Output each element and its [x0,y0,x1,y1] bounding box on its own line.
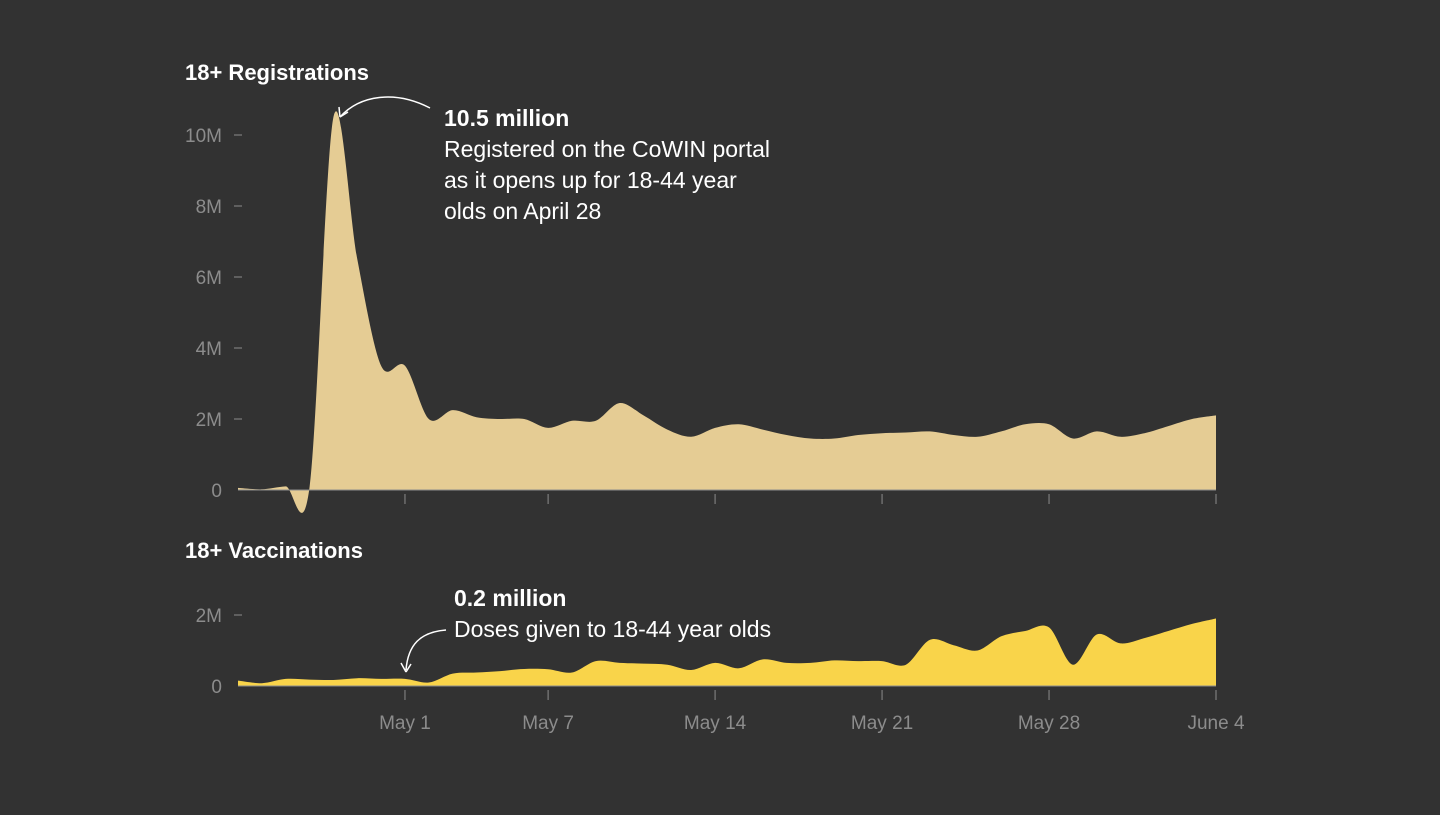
x-tick-label: May 1 [379,713,431,734]
vaccinations-arrowhead [400,662,412,673]
registrations-annotation-line-1: Registered on the CoWIN portal [444,136,770,162]
vaccinations-annotation-arrow [405,629,447,671]
y-tick-label: 0 [211,677,222,698]
registrations-x-ticks [404,494,1217,504]
vaccinations-panel: 18+ Vaccinations 0 2M 0.2 million Doses g… [185,538,1217,700]
y-tick-label: 4M [196,339,222,360]
vaccinations-x-ticks [404,690,1217,700]
registrations-title: 18+ Registrations [185,60,369,85]
vaccinations-title: 18+ Vaccinations [185,538,363,563]
x-tick-label: May 28 [1018,713,1080,734]
y-tick-label: 2M [196,410,222,431]
x-tick-label: May 7 [522,713,574,734]
y-tick-label: 8M [196,197,222,218]
x-tick-label: June 4 [1187,713,1244,734]
registrations-annotation-arrow [339,96,431,118]
vaccinations-area [238,618,1216,686]
y-tick-label: 6M [196,268,222,289]
registrations-arrowhead [338,106,349,118]
vaccinations-y-axis: 0 2M [196,606,242,698]
x-axis-labels: May 1 May 7 May 14 May 21 May 28 June 4 [379,713,1245,734]
registrations-panel: 18+ Registrations 0 2M 4M 6M 8M 10M 10.5 mill… [185,60,1217,513]
y-tick-label: 2M [196,606,222,627]
registrations-annotation-headline: 10.5 million [444,105,569,131]
registrations-annotation-line-2: as it opens up for 18-44 year [444,167,737,193]
x-tick-label: May 21 [851,713,913,734]
vaccinations-annotation-line-1: Doses given to 18-44 year olds [454,616,771,642]
registrations-y-axis: 0 2M 4M 6M 8M 10M [185,126,242,502]
registrations-annotation-line-3: olds on April 28 [444,198,601,224]
y-tick-label: 0 [211,481,222,502]
x-tick-label: May 14 [684,713,747,734]
vaccinations-annotation-headline: 0.2 million [454,585,566,611]
y-tick-label: 10M [185,126,222,147]
registrations-area [238,111,1216,513]
